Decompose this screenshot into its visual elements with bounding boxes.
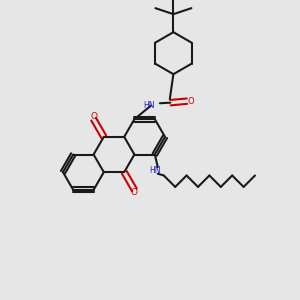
Text: O: O — [187, 97, 194, 106]
Text: O: O — [90, 112, 97, 121]
Text: HN: HN — [144, 100, 155, 109]
Text: HN: HN — [149, 166, 160, 175]
Text: O: O — [131, 188, 138, 197]
